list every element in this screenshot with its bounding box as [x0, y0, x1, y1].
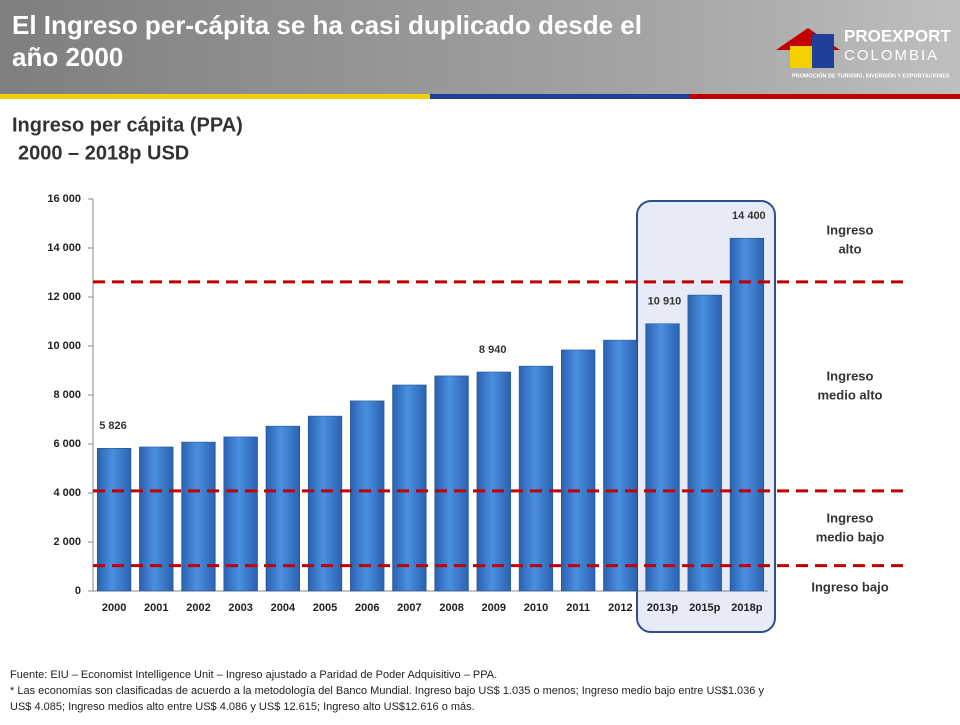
value-label: 8 940: [479, 344, 507, 356]
bar: [392, 384, 427, 592]
stripe: [430, 94, 690, 99]
x-tick-label: 2000: [102, 602, 126, 614]
bar: [476, 371, 511, 592]
bar: [307, 415, 343, 592]
y-tick-label: 10 000: [47, 340, 81, 352]
bar: [518, 365, 554, 592]
value-label: 5 826: [99, 420, 127, 432]
x-tick-label: 2012: [608, 602, 632, 614]
y-tick-label: 4 000: [53, 487, 81, 499]
x-tick-label: 2010: [524, 602, 548, 614]
stripe: [690, 94, 960, 99]
band-label: Ingreso medio alto: [817, 369, 882, 403]
x-tick-label: 2018p: [731, 602, 762, 614]
x-tick-label: 2004: [271, 602, 296, 614]
band-label: Ingreso alto: [827, 223, 874, 257]
bar: [350, 400, 385, 592]
bar: [434, 375, 469, 592]
bar: [96, 448, 132, 592]
x-tick-label: 2007: [397, 602, 421, 614]
x-tick-label: 2013p: [647, 602, 678, 614]
y-tick-label: 2 000: [53, 536, 81, 548]
band-label: Ingreso bajo: [811, 579, 888, 594]
slide-title: El Ingreso per-cápita se ha casi duplica…: [12, 10, 642, 40]
logo: PROEXPORT COLOMBIA PROMOCIÓN DE TURISMO,…: [776, 26, 951, 79]
footnote: Fuente: EIU – Economist Intelligence Uni…: [10, 669, 497, 681]
bar: [603, 339, 638, 592]
bar: [223, 436, 258, 592]
y-tick-label: 0: [75, 585, 81, 597]
x-tick-label: 2002: [186, 602, 210, 614]
bar: [729, 237, 765, 592]
bar: [181, 441, 216, 592]
value-label: 10 910: [648, 296, 682, 308]
logo-tagline: PROMOCIÓN DE TURISMO, INVERSIÓN Y EXPORT…: [792, 71, 950, 79]
chart-subtitle: 2000 – 2018p USD: [18, 142, 189, 164]
x-tick-label: 2003: [228, 602, 252, 614]
y-tick-label: 6 000: [53, 438, 81, 450]
footnote: US$ 4.085; Ingreso medios alto entre US$…: [10, 701, 475, 713]
x-tick-label: 2011: [566, 602, 590, 614]
logo-subname: COLOMBIA: [844, 47, 939, 64]
x-tick-label: 2009: [482, 602, 506, 614]
bar: [687, 294, 722, 592]
logo-name: PROEXPORT: [844, 26, 951, 45]
x-tick-label: 2015p: [689, 602, 720, 614]
bar: [265, 425, 300, 592]
x-tick-label: 2005: [313, 602, 337, 614]
y-tick-label: 12 000: [47, 291, 81, 303]
x-tick-label: 2008: [439, 602, 463, 614]
y-tick-label: 14 000: [47, 242, 81, 254]
x-tick-label: 2006: [355, 602, 379, 614]
bar: [139, 446, 174, 592]
y-tick-label: 16 000: [47, 193, 81, 205]
band-label: Ingreso medio bajo: [816, 511, 885, 545]
y-tick-label: 8 000: [53, 389, 81, 401]
stripe: [0, 94, 430, 99]
slide-title: año 2000: [12, 42, 123, 72]
bar: [645, 323, 680, 592]
x-tick-label: 2001: [144, 602, 168, 614]
value-label: 14 400: [732, 210, 766, 222]
footnote: * Las economías son clasificadas de acue…: [10, 685, 764, 697]
bar: [561, 349, 596, 592]
chart-title: Ingreso per cápita (PPA): [12, 114, 243, 136]
